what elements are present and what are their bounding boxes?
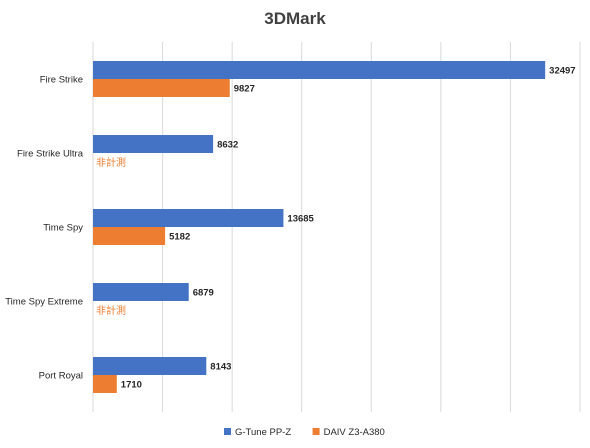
legend-label-g-tune-pp-z: G-Tune PP-Z <box>235 427 291 438</box>
legend-swatch-daiv-z3-a380 <box>312 428 320 435</box>
bars: 32497 9827 8632 非計測 13685 5182 6879 非計測 8143 1710 <box>93 61 576 393</box>
bar-daiv-z3-a380-port-royal <box>93 375 117 393</box>
bar-daiv-z3-a380-fire-strike <box>93 79 230 97</box>
data-label: 1710 <box>121 380 142 391</box>
data-label: 5182 <box>169 232 190 243</box>
bar-g-tune-pp-z-fire-strike <box>93 61 546 79</box>
data-label: 32497 <box>549 66 575 77</box>
data-label: 8632 <box>217 140 238 151</box>
not-measured-label: 非計測 <box>96 304 126 317</box>
category-label-time-spy: Time Spy <box>43 223 83 234</box>
legend: G-Tune PP-Z DAIV Z3-A380 <box>224 427 385 438</box>
data-label: 8143 <box>210 362 231 373</box>
bar-g-tune-pp-z-time-spy <box>93 209 284 227</box>
data-label: 9827 <box>234 84 255 95</box>
category-label-port-royal: Port Royal <box>39 371 83 382</box>
chart-title: 3DMark <box>264 9 326 28</box>
data-label: 6879 <box>193 288 214 299</box>
data-label: 13685 <box>287 214 314 225</box>
bar-g-tune-pp-z-fire-strike-ultra <box>93 135 214 153</box>
not-measured-label: 非計測 <box>96 156 126 169</box>
bar-g-tune-pp-z-time-spy-extreme <box>93 283 189 301</box>
bar-daiv-z3-a380-time-spy <box>93 227 166 245</box>
category-label-time-spy-extreme: Time Spy Extreme <box>5 297 83 308</box>
bar-g-tune-pp-z-port-royal <box>93 357 207 375</box>
legend-swatch-g-tune-pp-z <box>224 428 231 435</box>
category-label-fire-strike: Fire Strike <box>40 75 83 86</box>
category-label-fire-strike-ultra: Fire Strike Ultra <box>17 149 84 160</box>
category-labels: Fire Strike Fire Strike Ultra Time Spy Time… <box>5 75 83 382</box>
legend-label-daiv-z3-a380: DAIV Z3-A380 <box>324 427 385 438</box>
